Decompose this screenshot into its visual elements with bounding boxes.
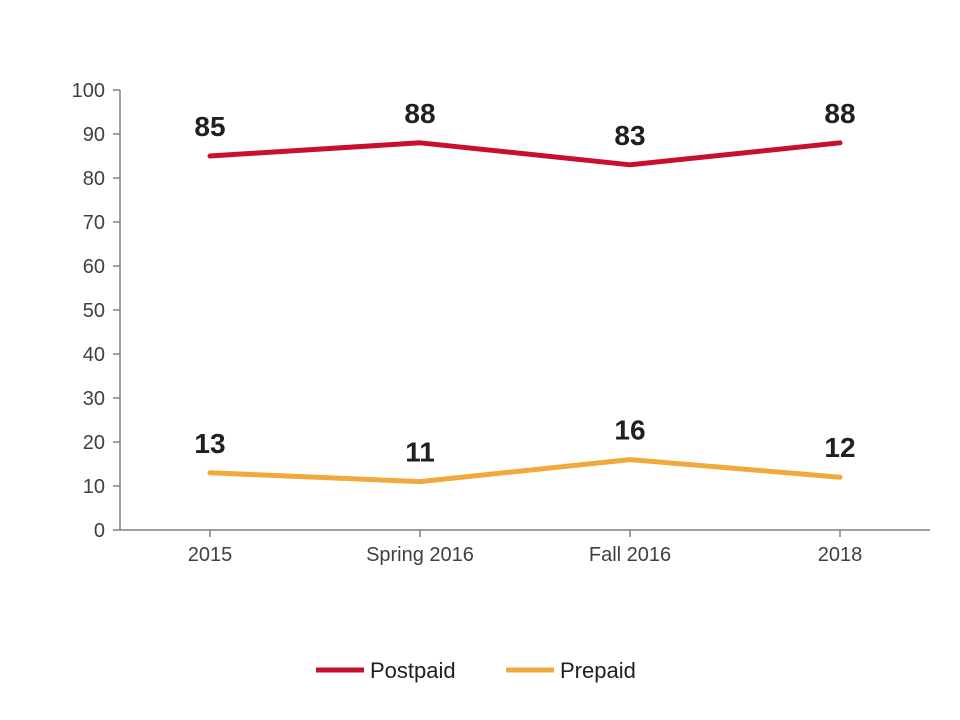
- chart-svg: 0 10 20 30 40 50 60 70 80 90 100 2015 Spring 2016 Fal…: [0, 0, 960, 720]
- y-tick-label: 20: [83, 432, 105, 454]
- y-tick-label: 0: [94, 520, 105, 542]
- y-tick-label: 10: [83, 476, 105, 498]
- y-tick-label: 50: [83, 300, 105, 322]
- data-label: 83: [614, 120, 645, 151]
- y-tick-label: 100: [72, 80, 105, 102]
- line-chart: 0 10 20 30 40 50 60 70 80 90 100 2015 Spring 2016 Fal…: [0, 0, 960, 720]
- data-label: 11: [405, 437, 435, 468]
- data-label: 88: [824, 98, 855, 129]
- legend-label: Prepaid: [560, 658, 636, 683]
- x-tick-label: 2015: [188, 544, 233, 566]
- x-tick-label: Fall 2016: [589, 544, 671, 566]
- y-tick-label: 40: [83, 344, 105, 366]
- data-label: 16: [614, 415, 645, 446]
- x-tick-label: Spring 2016: [366, 544, 474, 566]
- x-tick-label: 2018: [818, 544, 863, 566]
- y-tick-label: 70: [83, 212, 105, 234]
- y-tick-label: 80: [83, 168, 105, 190]
- data-label: 12: [824, 432, 855, 463]
- y-tick-label: 60: [83, 256, 105, 278]
- legend-label: Postpaid: [370, 658, 456, 683]
- y-tick-label: 30: [83, 388, 105, 410]
- data-label: 13: [194, 428, 225, 459]
- data-label: 88: [404, 98, 435, 129]
- data-label: 85: [194, 111, 225, 142]
- y-tick-label: 90: [83, 124, 105, 146]
